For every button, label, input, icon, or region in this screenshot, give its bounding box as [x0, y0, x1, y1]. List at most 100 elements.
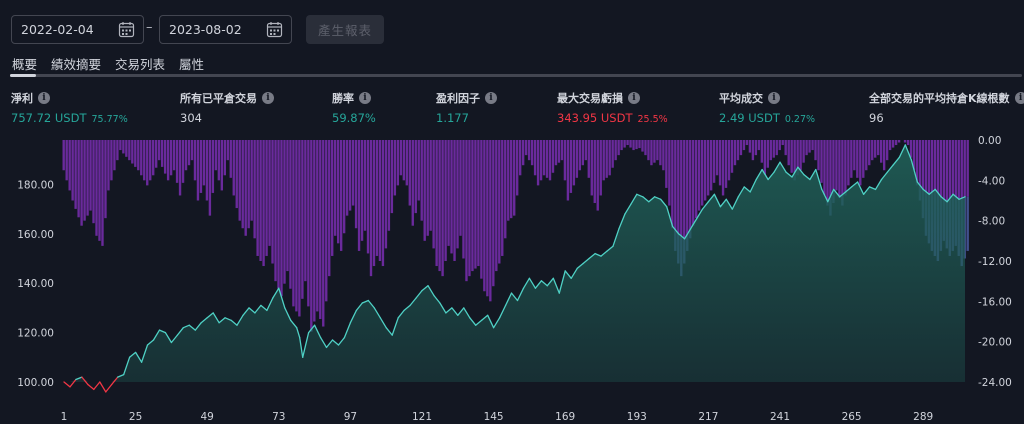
- equity-line-segment: [337, 336, 346, 346]
- equity-line-segment: [636, 193, 644, 198]
- drawdown-bar: [736, 140, 740, 161]
- tab-trades-list[interactable]: 交易列表: [115, 57, 166, 72]
- equity-line-segment: [403, 304, 411, 312]
- drawdown-bar: [963, 140, 966, 197]
- y-left-tick-label: 140.00: [17, 278, 54, 290]
- info-icon[interactable]: i: [38, 92, 50, 104]
- x-tick-label: 193: [627, 411, 647, 423]
- end-date-input[interactable]: 2023-08-02: [159, 15, 292, 44]
- drawdown-bar: [166, 140, 170, 181]
- drawdown-bar: [375, 140, 379, 256]
- equity-line-segment: [105, 383, 113, 393]
- equity-line-segment: [158, 329, 167, 334]
- drawdown-bar: [193, 140, 197, 181]
- equity-fill: [64, 144, 965, 382]
- drawdown-bar: [563, 140, 567, 181]
- drawdown-bar: [465, 140, 468, 282]
- info-icon[interactable]: i: [628, 92, 640, 104]
- drawdown-bar: [241, 140, 244, 229]
- equity-line-segment: [427, 285, 435, 297]
- equity-line-segment: [630, 193, 638, 205]
- equity-line-segment: [809, 168, 817, 181]
- drawdown-bar: [217, 140, 221, 181]
- equity-line-segment: [827, 188, 835, 203]
- tab-properties[interactable]: 屬性: [179, 57, 205, 72]
- drawdown-bar: [635, 140, 638, 150]
- drawdown-bar: [715, 140, 719, 176]
- equity-line-segment: [296, 327, 301, 339]
- info-icon[interactable]: i: [359, 92, 371, 104]
- drawdown-bar: [104, 140, 107, 219]
- calendar-icon[interactable]: [266, 21, 283, 38]
- drawdown-bar: [402, 140, 406, 181]
- drawdown-bar: [313, 140, 316, 322]
- drawdown-bar: [283, 140, 286, 284]
- equity-line-segment: [791, 166, 799, 178]
- equity-line-segment: [433, 294, 441, 304]
- drawdown-bar: [686, 140, 689, 234]
- drawdown-bar: [751, 140, 755, 161]
- drawdown-bar: [447, 140, 450, 246]
- equity-line-segment: [868, 186, 877, 191]
- x-tick-label: 241: [770, 411, 790, 423]
- drawdown-bar: [238, 140, 241, 221]
- equity-line-segment: [552, 277, 560, 294]
- stat-value: 1.177: [436, 111, 469, 125]
- drawdown-bar: [653, 140, 656, 163]
- equity-line-segment: [206, 312, 214, 319]
- drawdown-bar: [703, 140, 707, 201]
- drawdown-bar: [775, 140, 778, 156]
- drawdown-bar: [605, 140, 608, 178]
- tab-active-indicator: [10, 74, 36, 77]
- equity-line-segment: [492, 317, 501, 329]
- start-date-input[interactable]: 2022-02-04: [11, 15, 144, 44]
- equity-line-segment: [737, 186, 745, 198]
- equity-line-segment: [302, 331, 310, 358]
- equity-line-segment: [361, 299, 369, 304]
- equity-line-segment: [904, 144, 912, 161]
- y-right-tick-label: -16.00: [978, 296, 1012, 308]
- equity-line-segment: [355, 302, 363, 312]
- drawdown-bar: [107, 140, 110, 191]
- generate-report-button[interactable]: 產生報表: [306, 15, 384, 44]
- drawdown-bar: [450, 140, 453, 254]
- info-icon[interactable]: i: [485, 92, 497, 104]
- drawdown-bar: [847, 140, 850, 186]
- equity-line-segment: [719, 198, 727, 208]
- info-icon[interactable]: i: [768, 92, 780, 104]
- equity-line-segment: [290, 319, 298, 329]
- info-icon[interactable]: i: [262, 92, 274, 104]
- drawdown-bar: [874, 140, 877, 158]
- drawdown-bar: [862, 140, 865, 178]
- drawdown-bar: [498, 140, 501, 264]
- drawdown-bar: [542, 140, 546, 176]
- equity-line-segment: [230, 319, 238, 326]
- drawdown-bar: [304, 140, 307, 282]
- drawdown-bar: [137, 140, 140, 171]
- drawdown-bar: [692, 140, 695, 224]
- calendar-icon[interactable]: [118, 21, 135, 38]
- equity-line-segment: [349, 309, 358, 324]
- drawdown-bar: [325, 140, 328, 302]
- drawdown-bar: [268, 140, 271, 246]
- tab-performance-summary[interactable]: 績效摘要: [51, 57, 102, 72]
- drawdown-bar: [220, 140, 224, 191]
- x-tick-label: 289: [913, 411, 933, 423]
- tab-track: [10, 74, 1022, 77]
- equity-line-segment: [582, 257, 590, 265]
- drawdown-bar: [772, 140, 775, 158]
- drawdown-bar: [617, 140, 620, 156]
- drawdown-bar: [316, 140, 319, 312]
- drawdown-bar: [128, 140, 131, 161]
- tab-overview[interactable]: 概要: [12, 57, 38, 72]
- info-icon[interactable]: i: [1014, 92, 1024, 104]
- equity-line-segment: [457, 307, 465, 316]
- drawdown-bar: [906, 140, 910, 146]
- drawdown-bar: [665, 140, 668, 188]
- drawdown-bar: [414, 140, 417, 214]
- drawdown-bar: [310, 140, 313, 329]
- drawdown-bar: [486, 140, 489, 297]
- equity-line-segment: [87, 383, 95, 391]
- equity-line-segment: [445, 307, 453, 314]
- equity-line-segment: [779, 161, 787, 173]
